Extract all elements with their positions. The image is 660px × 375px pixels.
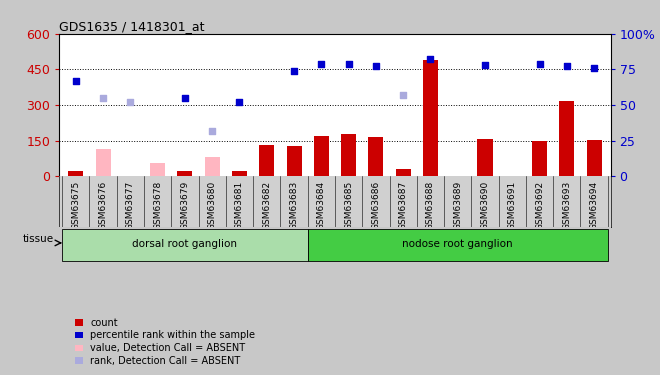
Point <box>562 63 572 69</box>
Text: GSM63689: GSM63689 <box>453 181 462 230</box>
Point <box>71 78 81 84</box>
Bar <box>395 170 411 176</box>
Text: GSM63682: GSM63682 <box>262 181 271 230</box>
Text: GSM63681: GSM63681 <box>235 181 244 230</box>
Point <box>234 99 245 105</box>
Point <box>371 63 381 69</box>
Text: GSM63692: GSM63692 <box>535 181 544 230</box>
Text: dorsal root ganglion: dorsal root ganglion <box>133 239 238 249</box>
Bar <box>150 163 165 176</box>
Text: GSM63690: GSM63690 <box>480 181 490 230</box>
Text: GSM63679: GSM63679 <box>180 181 189 230</box>
Bar <box>178 171 193 176</box>
Point <box>480 62 490 68</box>
Text: GDS1635 / 1418301_at: GDS1635 / 1418301_at <box>59 20 205 33</box>
Legend: count, percentile rank within the sample, value, Detection Call = ABSENT, rank, : count, percentile rank within the sample… <box>71 314 259 370</box>
Point <box>125 99 135 105</box>
Text: GSM63688: GSM63688 <box>426 181 435 230</box>
Bar <box>559 101 574 176</box>
Text: GSM63678: GSM63678 <box>153 181 162 230</box>
Text: GSM63676: GSM63676 <box>98 181 108 230</box>
Bar <box>308 229 608 261</box>
Point <box>425 56 436 62</box>
Point <box>535 61 545 67</box>
Bar <box>259 145 275 176</box>
Text: GSM63680: GSM63680 <box>208 181 216 230</box>
Text: GSM63685: GSM63685 <box>344 181 353 230</box>
Bar <box>368 137 383 176</box>
Point <box>398 92 409 98</box>
Point <box>180 95 190 101</box>
Bar <box>341 134 356 176</box>
Bar <box>68 171 83 176</box>
Bar <box>205 157 220 176</box>
Text: GSM63677: GSM63677 <box>126 181 135 230</box>
Point <box>207 128 217 134</box>
Text: GSM63691: GSM63691 <box>508 181 517 230</box>
Text: GSM63694: GSM63694 <box>589 181 599 230</box>
Bar <box>477 140 492 176</box>
Text: GSM63687: GSM63687 <box>399 181 408 230</box>
Bar <box>587 140 602 176</box>
Bar <box>62 229 308 261</box>
Bar <box>96 149 111 176</box>
Bar <box>232 171 247 176</box>
Bar <box>532 141 547 176</box>
Point <box>343 61 354 67</box>
Text: GSM63675: GSM63675 <box>71 181 81 230</box>
Text: nodose root ganglion: nodose root ganglion <box>403 239 513 249</box>
Text: GSM63684: GSM63684 <box>317 181 326 230</box>
Text: GSM63693: GSM63693 <box>562 181 572 230</box>
Point <box>288 68 299 74</box>
Point <box>98 95 108 101</box>
Bar <box>286 146 302 176</box>
Point <box>589 65 599 71</box>
Text: tissue: tissue <box>22 234 54 244</box>
Text: GSM63683: GSM63683 <box>290 181 298 230</box>
Bar <box>314 136 329 176</box>
Text: GSM63686: GSM63686 <box>372 181 380 230</box>
Bar <box>423 60 438 176</box>
Point <box>316 61 327 67</box>
